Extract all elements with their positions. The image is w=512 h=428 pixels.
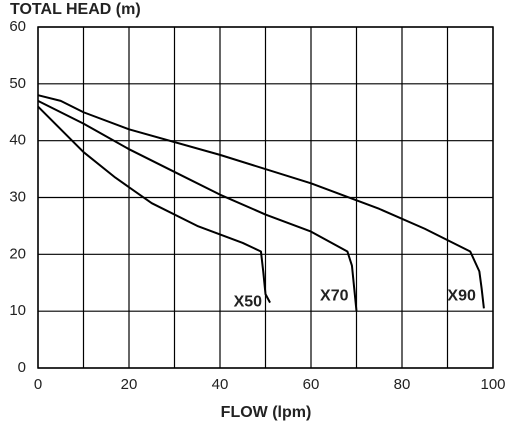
y-tick-label: 0 xyxy=(18,359,26,376)
y-tick-label: 30 xyxy=(9,188,26,205)
y-tick-label: 20 xyxy=(9,245,26,262)
x-tick-label: 0 xyxy=(34,376,42,393)
chart-title: TOTAL HEAD (m) xyxy=(10,1,141,18)
series-label: X90 xyxy=(447,288,476,305)
plot-frame xyxy=(37,26,494,369)
series-label: X70 xyxy=(320,288,349,305)
series-label: X50 xyxy=(234,293,263,310)
pump-curve xyxy=(37,99,358,312)
y-tick-label: 50 xyxy=(9,75,26,92)
x-tick-label: 40 xyxy=(212,376,229,393)
y-tick-label: 40 xyxy=(9,132,26,149)
x-axis-label: FLOW (lpm) xyxy=(221,404,312,421)
pump-curve xyxy=(37,105,271,304)
y-tick-label: 60 xyxy=(9,18,26,35)
x-tick-label: 80 xyxy=(394,376,411,393)
x-tick-label: 60 xyxy=(303,376,320,393)
pump-curve xyxy=(37,94,485,309)
x-tick-label: 20 xyxy=(121,376,138,393)
y-tick-label: 10 xyxy=(9,302,26,319)
x-tick-label: 100 xyxy=(480,376,505,393)
